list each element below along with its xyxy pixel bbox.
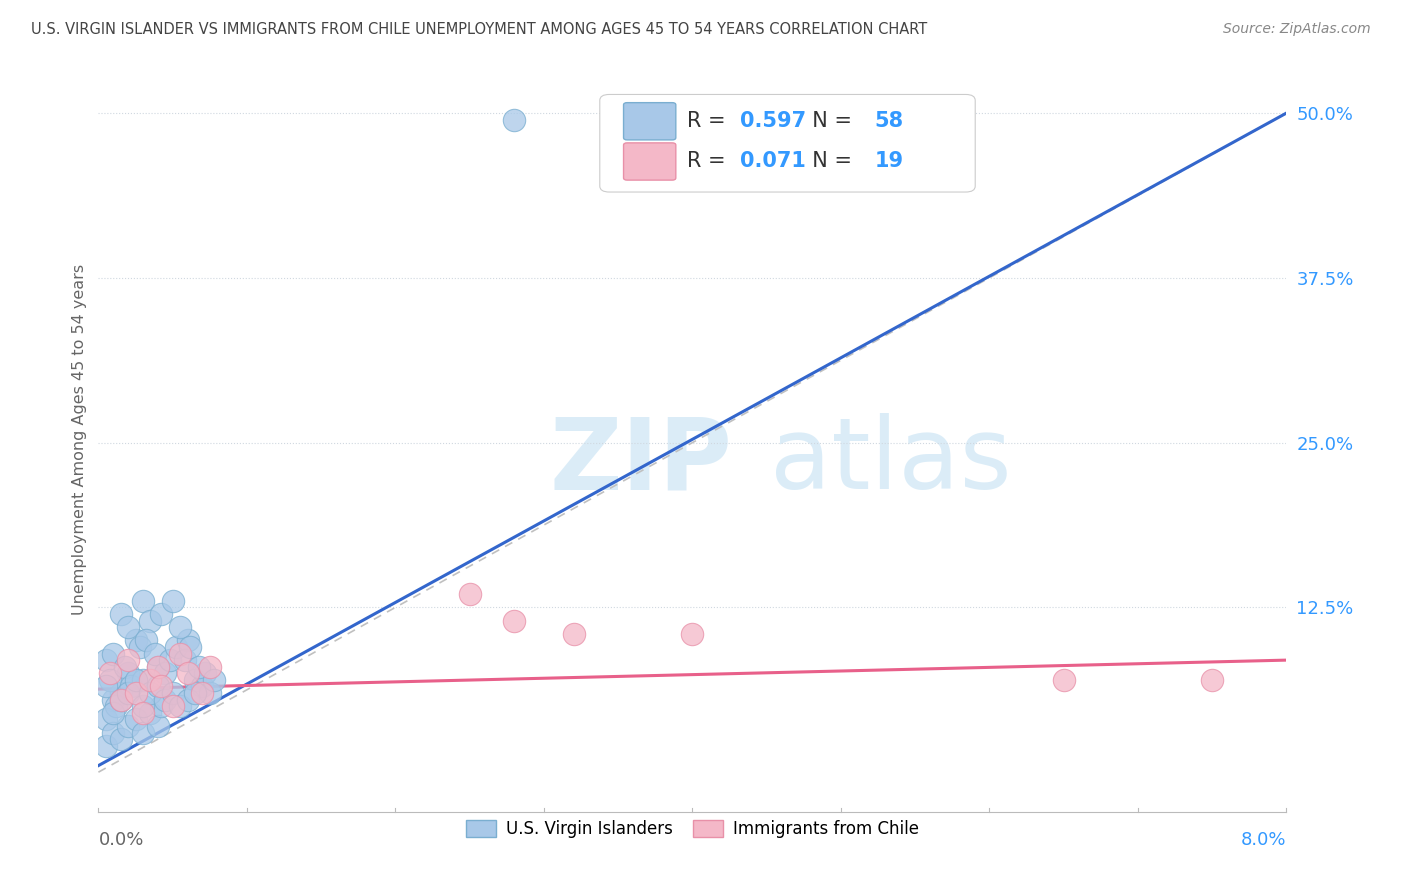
Point — [149, 680, 172, 694]
Text: atlas: atlas — [769, 413, 1011, 510]
Point — [1201, 673, 1223, 687]
Point — [188, 659, 211, 673]
Point — [202, 673, 225, 687]
Point — [169, 647, 191, 661]
Point — [94, 653, 117, 667]
Point — [110, 732, 132, 747]
Point — [94, 739, 117, 753]
Point — [94, 713, 117, 727]
Point — [176, 692, 198, 706]
Point — [169, 699, 191, 714]
Point — [98, 673, 121, 687]
Point — [191, 686, 214, 700]
Text: 0.597: 0.597 — [740, 112, 806, 131]
Point — [117, 686, 139, 700]
Point — [458, 587, 481, 601]
Point — [110, 607, 132, 621]
Point — [149, 699, 172, 714]
Point — [103, 692, 125, 706]
FancyBboxPatch shape — [600, 95, 976, 192]
Point — [117, 620, 139, 634]
Point — [143, 647, 166, 661]
Point — [117, 653, 139, 667]
Text: Source: ZipAtlas.com: Source: ZipAtlas.com — [1223, 22, 1371, 37]
Point — [149, 607, 172, 621]
Point — [159, 653, 181, 667]
Point — [110, 692, 132, 706]
Text: ZIP: ZIP — [550, 413, 733, 510]
Text: 19: 19 — [875, 152, 903, 171]
Point — [124, 686, 146, 700]
Point — [146, 659, 169, 673]
Point — [98, 666, 121, 681]
Point — [176, 666, 198, 681]
Point — [146, 719, 169, 733]
Point — [139, 706, 162, 720]
Text: 8.0%: 8.0% — [1241, 831, 1286, 849]
Point — [117, 666, 139, 681]
Point — [194, 666, 217, 681]
Point — [135, 633, 157, 648]
FancyBboxPatch shape — [623, 103, 676, 140]
Point — [132, 594, 155, 608]
Point — [198, 659, 221, 673]
Point — [132, 673, 155, 687]
Point — [103, 706, 125, 720]
Point — [191, 680, 214, 694]
Point — [94, 680, 117, 694]
Point — [103, 647, 125, 661]
Point — [176, 633, 198, 648]
Point — [503, 112, 526, 127]
Point — [681, 626, 703, 640]
Point — [114, 659, 136, 673]
Point — [162, 699, 184, 714]
Point — [139, 614, 162, 628]
Point — [146, 680, 169, 694]
Point — [124, 673, 146, 687]
Point — [103, 725, 125, 739]
Point — [184, 673, 207, 687]
Point — [139, 686, 162, 700]
Text: 58: 58 — [875, 112, 903, 131]
FancyBboxPatch shape — [623, 143, 676, 180]
Point — [169, 620, 191, 634]
Y-axis label: Unemployment Among Ages 45 to 54 years: Unemployment Among Ages 45 to 54 years — [72, 264, 87, 615]
Point — [162, 686, 184, 700]
Point — [179, 640, 201, 654]
Point — [173, 653, 195, 667]
Legend: U.S. Virgin Islanders, Immigrants from Chile: U.S. Virgin Islanders, Immigrants from C… — [460, 813, 925, 845]
Point — [132, 706, 155, 720]
Point — [562, 626, 585, 640]
Point — [105, 699, 128, 714]
Point — [132, 699, 155, 714]
Text: N =: N = — [800, 152, 859, 171]
Point — [155, 692, 177, 706]
Text: 0.0%: 0.0% — [98, 831, 143, 849]
Point — [503, 614, 526, 628]
Text: R =: R = — [686, 112, 731, 131]
Point — [198, 686, 221, 700]
Point — [132, 725, 155, 739]
Point — [110, 692, 132, 706]
Point — [165, 640, 187, 654]
Point — [184, 686, 207, 700]
Point — [124, 633, 146, 648]
Point — [120, 680, 142, 694]
Point — [124, 713, 146, 727]
Point — [117, 719, 139, 733]
Point — [129, 640, 152, 654]
Text: N =: N = — [800, 112, 859, 131]
Point — [110, 686, 132, 700]
Text: 0.071: 0.071 — [740, 152, 806, 171]
Point — [139, 673, 162, 687]
Point — [162, 594, 184, 608]
Text: R =: R = — [686, 152, 731, 171]
Point — [155, 666, 177, 681]
Text: U.S. VIRGIN ISLANDER VS IMMIGRANTS FROM CHILE UNEMPLOYMENT AMONG AGES 45 TO 54 Y: U.S. VIRGIN ISLANDER VS IMMIGRANTS FROM … — [31, 22, 927, 37]
Point — [1053, 673, 1076, 687]
Point — [146, 659, 169, 673]
